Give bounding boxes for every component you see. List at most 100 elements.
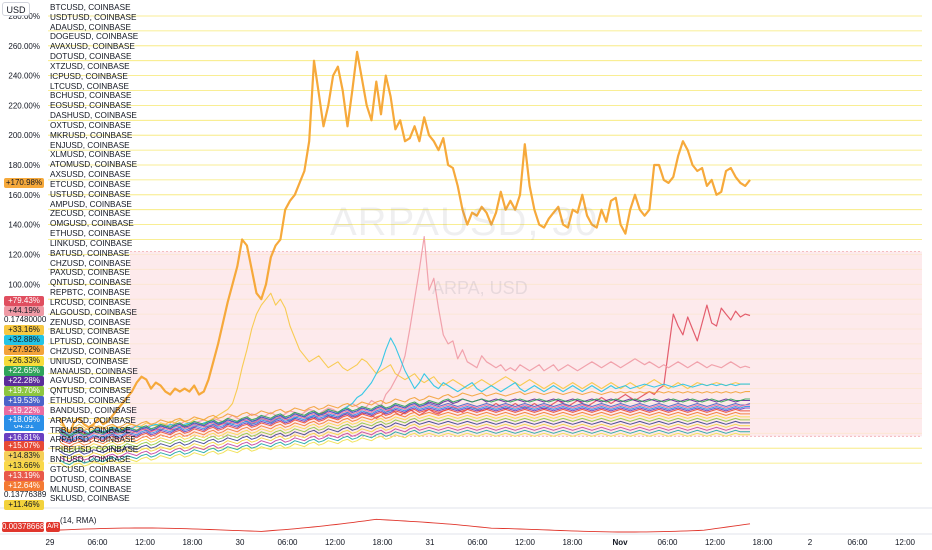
series-line — [59, 411, 750, 448]
legend-item[interactable]: CHZUSD, COINBASE — [50, 258, 131, 268]
y-tick-label: 200.00% — [8, 131, 40, 140]
legend-item[interactable]: XTZUSD, COINBASE — [50, 61, 130, 71]
legend-item[interactable]: EOSUSD, COINBASE — [50, 101, 132, 111]
percent-change-badge: +19.53% — [4, 396, 44, 406]
legend-item[interactable]: MKRUSD, COINBASE — [50, 130, 133, 140]
legend-item[interactable]: BTCUSD, COINBASE — [50, 3, 131, 12]
legend-item[interactable]: CHZUSD, COINBASE — [50, 346, 131, 356]
series-line — [59, 398, 750, 437]
legend-item[interactable]: USTUSD, COINBASE — [50, 189, 131, 199]
percent-change-badge: +12.64% — [4, 481, 44, 491]
legend-item[interactable]: ICPUSD, COINBASE — [50, 71, 128, 81]
legend-item[interactable]: AXSUSD, COINBASE — [50, 170, 131, 180]
legend-item[interactable]: TRBUSD, COINBASE — [50, 425, 131, 435]
legend-item[interactable]: DASHUSD, COINBASE — [50, 111, 137, 121]
percent-change-badge: +32.88% — [4, 335, 44, 345]
series-line — [59, 50, 751, 435]
legend-item[interactable]: MLNUSD, COINBASE — [50, 484, 132, 494]
legend-item[interactable]: BANDUSD, COINBASE — [50, 405, 137, 415]
oscillator-title: (14, RMA) — [60, 516, 97, 525]
percent-change-badge: +15.07% — [4, 441, 44, 451]
legend-item[interactable]: ETHUSD, COINBASE — [50, 396, 131, 406]
percent-change-badge: +14.83% — [4, 451, 44, 461]
percent-change-badge: +26.33% — [4, 356, 44, 366]
countdown-badge: 04:51 — [4, 421, 44, 431]
x-tick-label: 12:00 — [705, 538, 726, 547]
legend-item[interactable]: ADAUSD, COINBASE — [50, 22, 131, 32]
series-line — [59, 432, 750, 469]
legend-item[interactable]: LRCUSD, COINBASE — [50, 297, 131, 307]
legend-item[interactable]: LTCUSD, COINBASE — [50, 81, 130, 91]
x-tick-label: 06:00 — [87, 538, 108, 547]
legend-item[interactable]: OXTUSD, COINBASE — [50, 120, 131, 130]
legend-item[interactable]: REPBTC, COINBASE — [50, 288, 131, 298]
y-tick-label: 280.00% — [8, 12, 40, 21]
percent-change-badge: +13.66% — [4, 461, 44, 471]
legend-item[interactable]: TRIBEUSD, COINBASE — [50, 445, 139, 455]
percent-change-badge: +27.92% — [4, 345, 44, 355]
legend-item[interactable]: ETCUSD, COINBASE — [50, 179, 131, 189]
x-tick-label: 30 — [236, 538, 245, 547]
legend-item[interactable]: QNTUSD, COINBASE — [50, 278, 132, 288]
legend-item[interactable]: ENJUSD, COINBASE — [50, 140, 130, 150]
x-tick-label: Nov — [612, 538, 628, 547]
x-tick-label: 06:00 — [847, 538, 868, 547]
legend-item[interactable]: ALGOUSD, COINBASE — [50, 307, 137, 317]
legend-item[interactable]: DOTUSD, COINBASE — [50, 474, 132, 484]
legend-item[interactable]: BATUSD, COINBASE — [50, 248, 130, 258]
y-tick-label: 180.00% — [8, 161, 40, 170]
symbol-watermark: ARPAUSD, 30 — [330, 200, 599, 244]
x-tick-label: 12:00 — [135, 538, 156, 547]
legend-item[interactable]: BCHUSD, COINBASE — [50, 91, 132, 101]
legend-item[interactable]: QNTUSD, COINBASE — [50, 386, 132, 396]
legend-item[interactable]: ZENUSD, COINBASE — [50, 317, 131, 327]
legend-item[interactable]: DOTUSD, COINBASE — [50, 52, 132, 62]
legend-item[interactable]: BNTUSD, COINBASE — [50, 455, 131, 465]
legend-item[interactable]: ZECUSD, COINBASE — [50, 209, 131, 219]
legend-item[interactable]: AVAXUSD, COINBASE — [50, 42, 135, 52]
series-line — [59, 423, 750, 460]
legend-item[interactable]: BALUSD, COINBASE — [50, 327, 130, 337]
oscillator-tag-badge: A/R — [46, 522, 60, 532]
percent-change-badge: +11.46% — [4, 500, 44, 510]
legend-item[interactable]: SKLUSD, COINBASE — [50, 494, 130, 503]
legend-item[interactable]: XLMUSD, COINBASE — [50, 150, 131, 160]
percent-change-badge: +18.09% — [4, 415, 44, 425]
y-tick-label: 100.00% — [8, 280, 40, 289]
legend-item[interactable]: ARPAUSD, COINBASE — [50, 435, 136, 445]
percent-change-badge: +22.65% — [4, 366, 44, 376]
legend-item[interactable]: ATOMUSD, COINBASE — [50, 160, 138, 170]
legend-item[interactable]: UNIUSD, COINBASE — [50, 356, 129, 366]
legend-item[interactable]: ETHUSD, COINBASE — [50, 229, 131, 239]
y-tick-label: 140.00% — [8, 221, 40, 230]
x-tick-label: 18:00 — [562, 538, 583, 547]
legend-item[interactable]: LINKUSD, COINBASE — [50, 238, 133, 248]
y-tick-label: 120.00% — [8, 250, 40, 259]
last-price-label: 0.17480000 — [4, 315, 47, 325]
symbol-watermark-sub: ARPA, USD — [432, 278, 528, 298]
legend-item[interactable]: USDTUSD, COINBASE — [50, 12, 137, 22]
oscillator-value-badge: 0.00378668 — [2, 522, 45, 532]
x-tick-label: 18:00 — [182, 538, 203, 547]
x-tick-label: 12:00 — [895, 538, 916, 547]
series-line — [59, 292, 750, 431]
x-tick-label: 06:00 — [467, 538, 488, 547]
legend-item[interactable]: AGVUSD, COINBASE — [50, 376, 132, 386]
x-tick-label: 18:00 — [372, 538, 393, 547]
legend-item[interactable]: ARPAUSD, COINBASE — [50, 415, 136, 425]
x-tick-label: 18:00 — [752, 538, 773, 547]
legend-item[interactable]: LPTUSD, COINBASE — [50, 337, 130, 347]
legend-item[interactable]: MANAUSD, COINBASE — [50, 366, 138, 376]
last-price-label: 0.13776389 — [4, 490, 47, 500]
currency-button[interactable]: USD — [2, 2, 30, 16]
legend-item[interactable]: AMPUSD, COINBASE — [50, 199, 132, 209]
legend-item[interactable]: OMGUSD, COINBASE — [50, 219, 134, 229]
legend-item[interactable]: PAXUSD, COINBASE — [50, 268, 130, 278]
legend-item[interactable]: DOGEUSD, COINBASE — [50, 32, 139, 42]
percent-change-badge: +33.16% — [4, 325, 44, 335]
x-tick-label: 2 — [808, 538, 813, 547]
percent-change-badge: +79.43% — [4, 296, 44, 306]
x-axis: 29 06:00 12:00 18:00 30 06:00 12:00 18:00 31 06:0… — [0, 533, 932, 547]
legend-item[interactable]: GTCUSD, COINBASE — [50, 464, 132, 474]
